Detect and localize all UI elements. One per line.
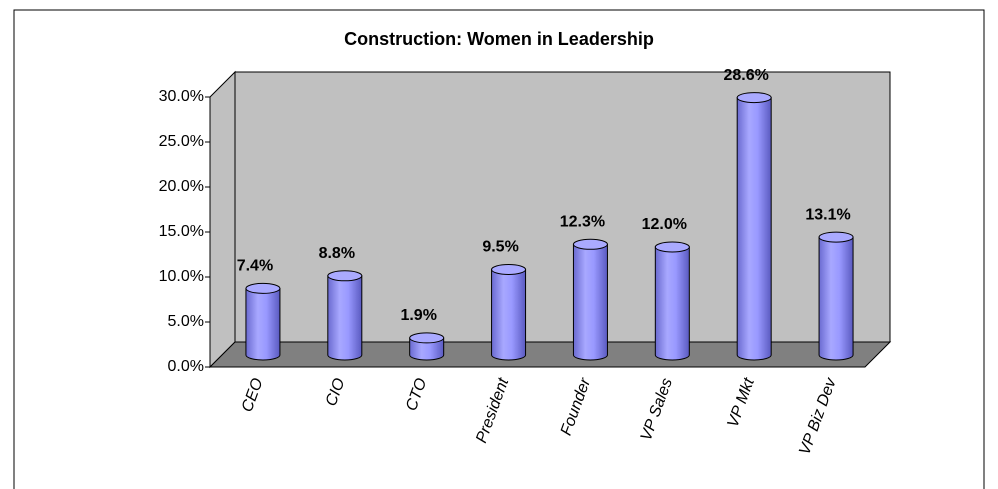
y-tick-label: 15.0% <box>159 223 204 240</box>
y-tick-label: 10.0% <box>159 268 204 285</box>
bar <box>736 92 772 361</box>
value-label: 13.1% <box>805 206 850 223</box>
value-label: 12.0% <box>642 216 687 233</box>
bar <box>572 238 608 361</box>
value-label: 7.4% <box>237 258 273 275</box>
value-label: 12.3% <box>560 214 605 231</box>
side-wall <box>209 70 236 369</box>
value-label: 8.8% <box>319 245 355 262</box>
y-tick-label: 20.0% <box>159 178 204 195</box>
bar <box>327 270 363 361</box>
y-tick-label: 5.0% <box>168 313 204 330</box>
value-label: 28.6% <box>724 67 769 84</box>
bar <box>409 332 445 361</box>
y-tick-label: 0.0% <box>168 358 204 375</box>
bar <box>818 231 854 361</box>
bar <box>245 282 281 361</box>
chart-title: Construction: Women in Leadership <box>344 29 654 49</box>
y-tick-label: 25.0% <box>159 133 204 150</box>
floor <box>208 341 892 368</box>
bar <box>491 264 527 361</box>
bar <box>654 241 690 361</box>
y-tick-label: 30.0% <box>159 88 204 105</box>
value-label: 1.9% <box>400 307 436 324</box>
value-label: 9.5% <box>482 239 518 256</box>
